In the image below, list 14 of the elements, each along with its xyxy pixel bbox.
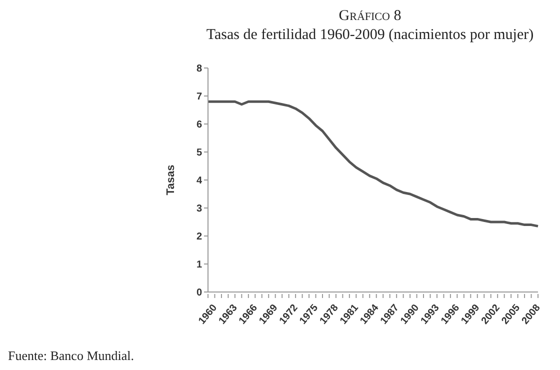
source-note: Fuente: Banco Mundial.: [8, 348, 134, 364]
y-axis-title: Tasas: [164, 164, 177, 196]
y-tick-label: 7: [196, 92, 202, 103]
y-tick-label: 5: [196, 148, 202, 159]
y-tick-label: 3: [196, 204, 202, 215]
line-series: [206, 100, 540, 228]
y-tick-label: 4: [196, 176, 202, 187]
y-tick-label: 1: [196, 260, 202, 271]
y-tick-label: 6: [196, 120, 202, 131]
y-tick-label: 2: [196, 232, 202, 243]
chart-subtitle: Tasas de fertilidad 1960-2009 (nacimientos por mujer): [205, 27, 535, 44]
y-tick-label: 0: [196, 288, 202, 299]
y-tick-label: 8: [196, 64, 202, 75]
chart-title: Gráfico 8: [338, 8, 402, 25]
